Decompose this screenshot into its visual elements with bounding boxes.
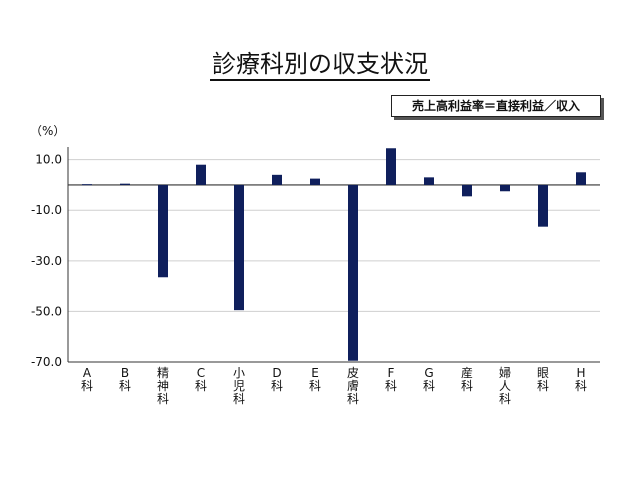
x-tick-label-4: 小児科 [233, 366, 245, 406]
bar-0 [82, 184, 92, 186]
bar-4 [234, 184, 244, 311]
bar-7 [348, 184, 358, 361]
bar-8 [386, 148, 396, 185]
y-tick-label-3: -50.0 [31, 304, 62, 318]
bar-9 [424, 177, 434, 185]
y-tick-label-0: 10.0 [35, 153, 62, 167]
bar-3 [196, 164, 206, 185]
bar-13 [576, 172, 586, 185]
x-tick-label-10: 産科 [461, 365, 473, 393]
formula-legend-box: 売上高利益率＝直接利益／収入 [391, 95, 601, 117]
bar-1 [120, 183, 130, 185]
x-tick-label-11: 婦人科 [499, 365, 511, 406]
bar-5 [272, 174, 282, 185]
bar-12 [538, 184, 548, 227]
x-tick-label-7: 皮膚科 [347, 366, 359, 406]
x-tick-label-2: 精神科 [157, 366, 169, 406]
y-tick-label-2: -30.0 [31, 254, 62, 268]
bar-6 [310, 178, 320, 185]
bar-2 [158, 184, 168, 278]
chart-title-text: 診療科別の収支状況 [210, 50, 430, 81]
y-tick-label-4: -70.0 [31, 355, 62, 369]
bar-10 [462, 184, 472, 197]
x-tick-label-12: 眼科 [537, 366, 549, 393]
bar-11 [500, 184, 510, 192]
y-tick-label-1: -10.0 [31, 203, 62, 217]
y-axis-unit-label: （%） [30, 124, 66, 138]
chart-title: 診療科別の収支状況 [0, 44, 640, 81]
